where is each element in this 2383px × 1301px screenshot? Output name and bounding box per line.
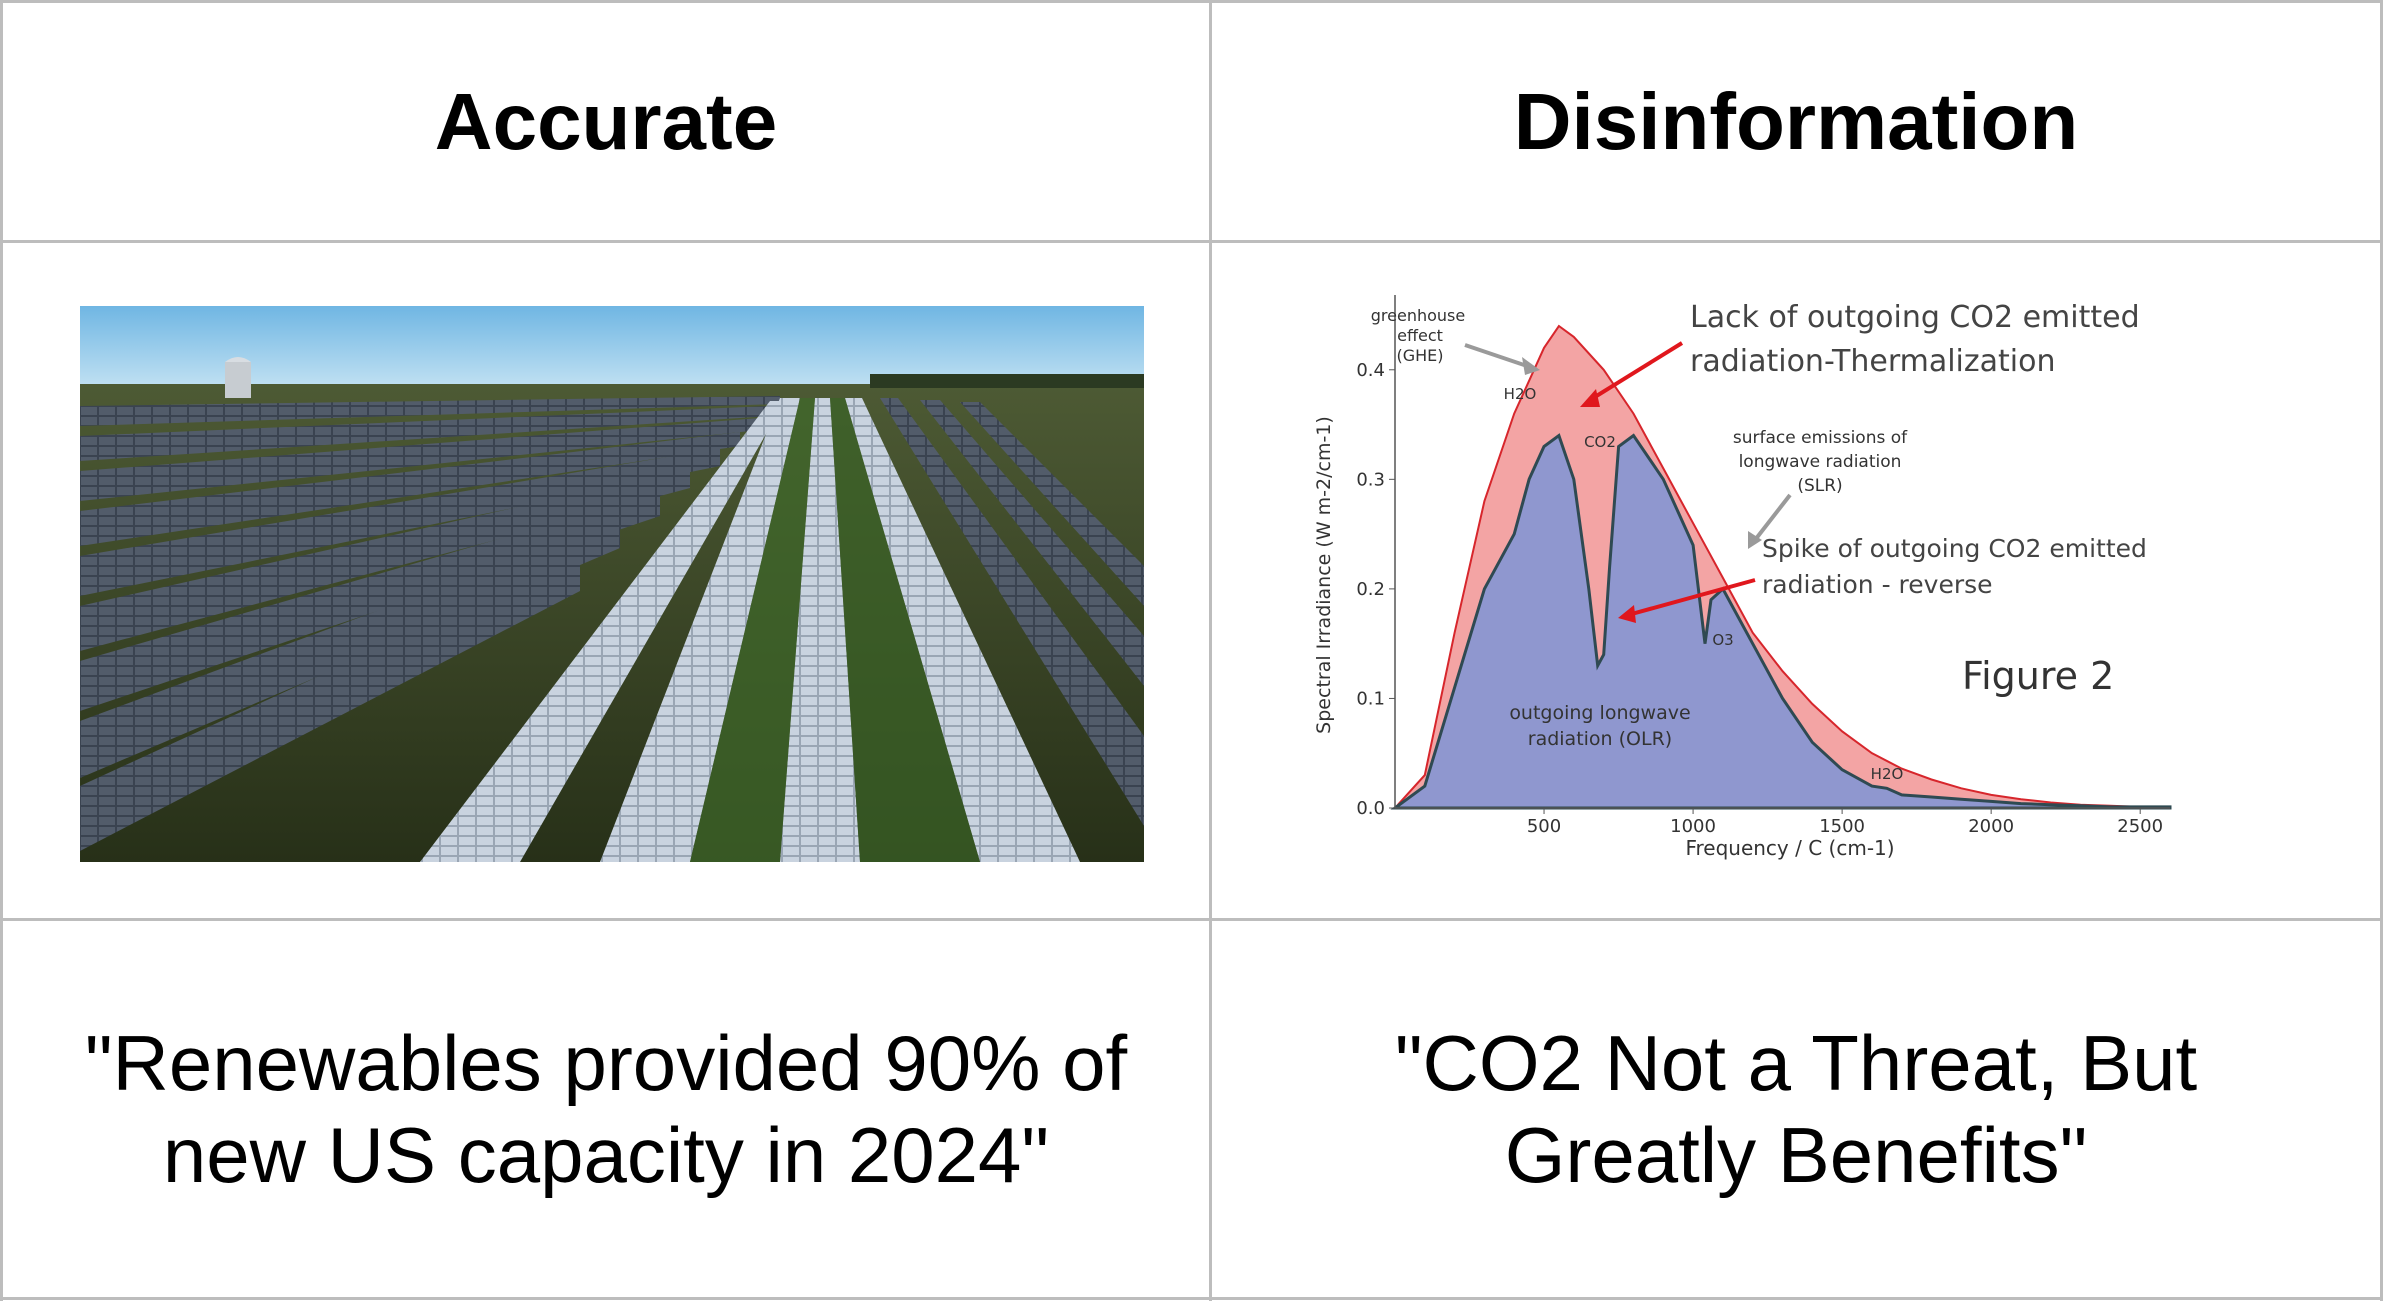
table-border-left	[0, 0, 3, 1301]
table-border-top	[0, 0, 2383, 3]
x-tick-label: 1500	[1819, 816, 1865, 837]
ghe-label-1: greenhouse	[1371, 306, 1465, 325]
table-divider-header	[0, 240, 2383, 243]
x-tick-label: 500	[1527, 816, 1561, 837]
olr-label-2: radiation (OLR)	[1528, 728, 1672, 750]
header-accurate: Accurate	[434, 76, 778, 166]
quote-disinformation-line1: "CO2 Not a Threat, But	[1394, 1019, 2198, 1107]
solar-farm-photo	[80, 306, 1144, 862]
y-axis-label: Spectral Irradiance (W m-2/cm-1)	[1313, 416, 1335, 734]
ghe-label-3: (GHE)	[1396, 346, 1443, 365]
table-border-right	[2380, 0, 2383, 1301]
slr-arrow	[1753, 493, 1792, 542]
spectral-irradiance-chart: 500 1000 1500 2000 2500 0.0 0.1 0.2 0.3 0.4 Frequ…	[1300, 275, 2200, 895]
olr-label-1: outgoing longwave	[1509, 702, 1690, 724]
spike-annotation-line2: radiation - reverse	[1762, 570, 1993, 599]
h2o-left-label: H2O	[1504, 385, 1537, 403]
slr-label-3: (SLR)	[1797, 476, 1842, 496]
o3-label: O3	[1712, 631, 1733, 649]
solar-panel-rows-left	[80, 396, 780, 851]
x-tick-label: 2000	[1968, 816, 2014, 837]
lack-annotation-line1: Lack of outgoing CO2 emitted	[1690, 300, 2140, 335]
olr-area	[1390, 433, 2172, 810]
ghe-label-2: effect	[1397, 326, 1443, 345]
co2-label: CO2	[1584, 433, 1616, 451]
slr-label-2: longwave radiation	[1739, 452, 1902, 472]
y-tick-label: 0.4	[1356, 360, 1385, 381]
h2o-right-label: H2O	[1871, 765, 1904, 783]
x-axis-label: Frequency / C (cm-1)	[1685, 836, 1894, 860]
quote-accurate: "Renewables provided 90% of new US capac…	[3, 921, 1209, 1297]
lack-arrowhead	[1580, 389, 1600, 407]
y-tick-label: 0.1	[1356, 688, 1385, 709]
quote-disinformation-line2: Greatly Benefits"	[1504, 1111, 2088, 1199]
y-tick-label: 0.3	[1356, 469, 1385, 490]
table-border-bottom	[0, 1297, 2383, 1300]
table-divider-middle	[0, 918, 2383, 921]
quote-disinformation: "CO2 Not a Threat, But Greatly Benefits"	[1212, 921, 2380, 1297]
slr-label-1: surface emissions of	[1733, 428, 1908, 448]
lack-arrow	[1588, 341, 1684, 402]
quote-accurate-line1: "Renewables provided 90% of	[84, 1019, 1128, 1107]
ghe-arrowhead	[1522, 357, 1540, 375]
spike-annotation-line1: Spike of outgoing CO2 emitted	[1762, 534, 2147, 563]
y-tick-label: 0.2	[1356, 579, 1385, 600]
lack-annotation-line2: radiation-Thermalization	[1690, 344, 2056, 379]
header-disinformation: Disinformation	[1513, 76, 2079, 166]
table-divider-vertical	[1209, 0, 1212, 1301]
spike-arrow	[1627, 578, 1756, 617]
slr-arrowhead	[1748, 531, 1762, 549]
spike-arrowhead	[1618, 605, 1636, 623]
x-tick-label: 2500	[2117, 816, 2163, 837]
solar-panel-rows-right	[420, 398, 1144, 862]
quote-accurate-line2: new US capacity in 2024"	[162, 1111, 1050, 1199]
x-tick-label: 1000	[1670, 816, 1716, 837]
y-tick-label: 0.0	[1356, 798, 1385, 819]
ghe-arrow	[1464, 343, 1531, 369]
figure-label: Figure 2	[1962, 654, 2114, 698]
